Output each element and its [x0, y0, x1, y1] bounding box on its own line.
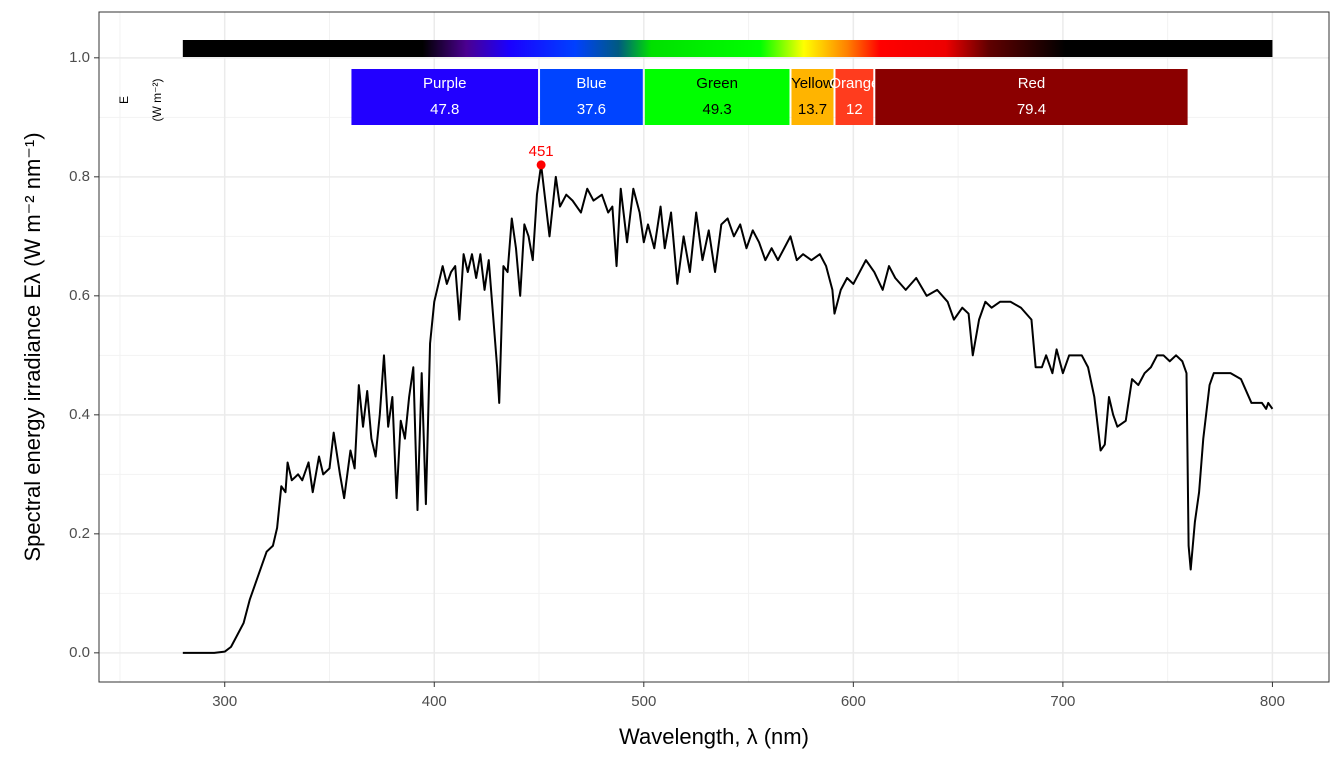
waveband-value: 47.8 — [430, 101, 459, 118]
band-label: E — [117, 96, 131, 104]
waveband — [644, 69, 790, 125]
panel-border — [98, 11, 1330, 683]
x-tick-label: 500 — [631, 693, 656, 710]
waveband — [540, 69, 643, 125]
waveband — [835, 69, 874, 125]
y-tick-label: 0.8 — [69, 168, 90, 185]
waveband-name: Green — [696, 75, 738, 92]
waveband-value: 13.7 — [798, 101, 827, 118]
waveband-value: 37.6 — [577, 101, 606, 118]
y-tick-label: 0.4 — [69, 406, 90, 423]
waveband — [351, 69, 539, 125]
waveband-name: Orange — [829, 75, 879, 92]
y-tick-label: 0.6 — [69, 287, 90, 304]
x-tick-label: 800 — [1260, 693, 1285, 710]
peak-label: 451 — [529, 143, 554, 160]
color-bar — [182, 40, 1273, 57]
x-tick-label: 600 — [841, 693, 866, 710]
waveband-value: 12 — [846, 101, 863, 118]
y-tick-label: 1.0 — [69, 49, 90, 66]
waveband-name: Yellow — [791, 75, 834, 92]
x-tick-label: 300 — [212, 693, 237, 710]
waveband-name: Blue — [576, 75, 606, 92]
band-unit: (W m⁻²) — [150, 79, 164, 122]
plot-area: Purple 47.8 Blue 37.6 Green 49.3 Yellow 13.7Ora… — [182, 40, 1274, 654]
x-tick-label: 400 — [422, 693, 447, 710]
y-axis-title: Spectral energy irradiance Eλ (W m⁻² nm⁻… — [20, 132, 45, 561]
spectrum-line — [182, 163, 1274, 654]
y-tick-label: 0.2 — [69, 525, 90, 542]
waveband-name: Purple — [423, 75, 466, 92]
waveband-value: 79.4 — [1017, 101, 1046, 118]
peak-point — [536, 160, 546, 170]
waveband-name: Red — [1018, 75, 1046, 92]
y-tick-label: 0.0 — [69, 644, 90, 661]
x-axis-title: Wavelength, λ (nm) — [619, 724, 809, 749]
waveband — [791, 69, 834, 125]
x-tick-label: 700 — [1050, 693, 1075, 710]
waveband — [875, 69, 1188, 125]
waveband-value: 49.3 — [703, 101, 732, 118]
